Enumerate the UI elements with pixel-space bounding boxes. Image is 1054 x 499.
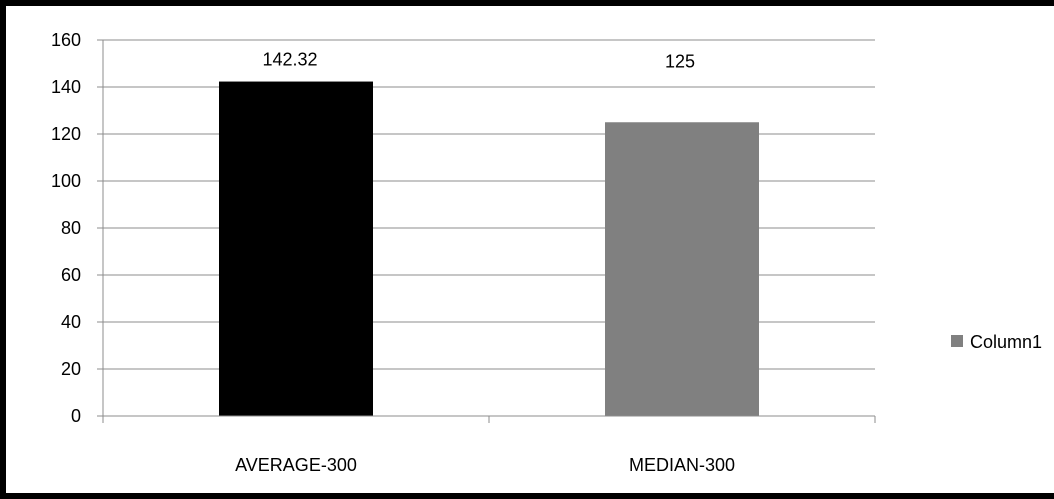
y-tick-label: 0 <box>71 406 81 426</box>
y-tick-label: 80 <box>61 218 81 238</box>
legend: Column1 <box>951 332 1042 352</box>
gridlines <box>103 39 875 370</box>
x-axis-labels: AVERAGE-300 MEDIAN-300 <box>235 455 735 475</box>
data-label: 142.32 <box>262 50 317 70</box>
bars <box>219 81 759 416</box>
y-tick-label: 60 <box>61 265 81 285</box>
bar <box>605 122 759 416</box>
y-tick-label: 160 <box>51 30 81 50</box>
data-labels: 142.32 125 <box>262 50 695 72</box>
y-tick-label: 120 <box>51 124 81 144</box>
bar <box>219 81 373 416</box>
axes <box>97 40 876 423</box>
y-tick-label: 100 <box>51 171 81 191</box>
data-label: 125 <box>665 51 695 71</box>
y-axis-ticks: 0 20 40 60 80 100 120 140 160 <box>51 30 103 426</box>
x-tick-label: MEDIAN-300 <box>629 455 735 475</box>
y-tick-label: 20 <box>61 359 81 379</box>
legend-label: Column1 <box>970 332 1042 352</box>
y-tick-label: 40 <box>61 312 81 332</box>
y-tick-label: 140 <box>51 77 81 97</box>
x-tick-label: AVERAGE-300 <box>235 455 357 475</box>
legend-swatch <box>951 335 963 347</box>
